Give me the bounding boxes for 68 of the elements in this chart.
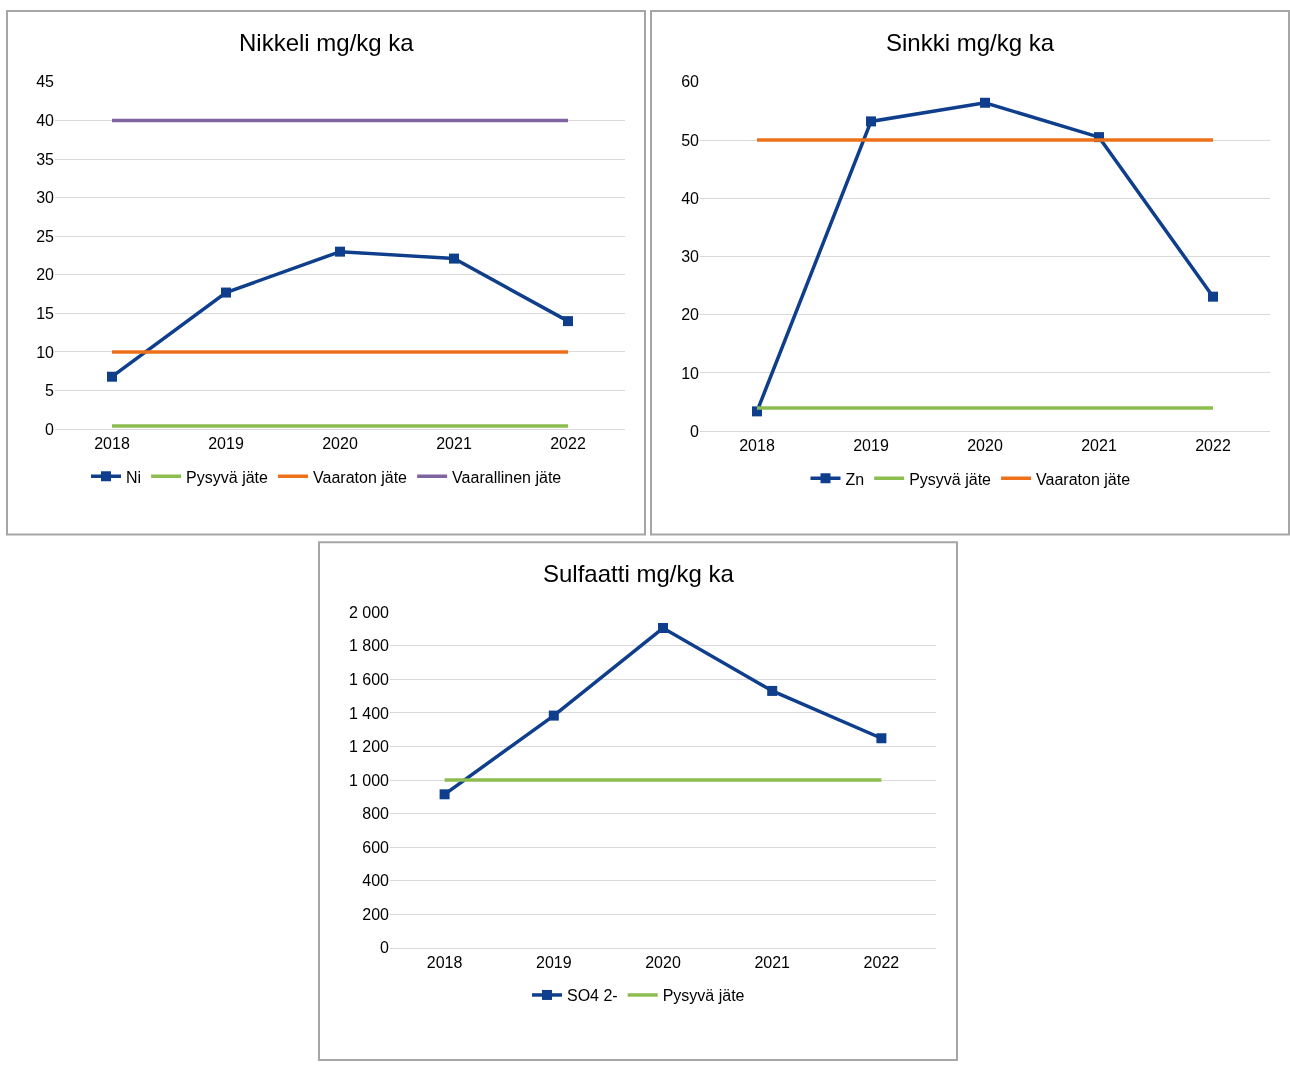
y-tick-label: 1 400 bbox=[348, 704, 390, 722]
y-tick-label: 0 bbox=[690, 422, 700, 440]
legend-label: SO4 2- bbox=[567, 987, 618, 1005]
y-tick-label: 2 000 bbox=[348, 603, 390, 621]
point bbox=[548, 710, 559, 721]
x-tick-label: 2018 bbox=[426, 954, 463, 972]
point bbox=[449, 253, 459, 264]
x-tick-label: 2020 bbox=[322, 435, 358, 453]
point bbox=[221, 287, 231, 298]
legend-label: Vaarallinen jäte bbox=[452, 468, 562, 486]
y-tick-label: 35 bbox=[36, 150, 55, 168]
point bbox=[767, 685, 778, 696]
chart-title: Sulfaatti mg/kg ka bbox=[543, 560, 735, 587]
y-tick-label: 40 bbox=[681, 189, 700, 207]
y-tick-label: 200 bbox=[362, 905, 390, 923]
y-tick-label: 1 600 bbox=[348, 670, 390, 688]
legend-label: Pysyvä jäte bbox=[186, 468, 269, 486]
y-tick-label: 20 bbox=[36, 266, 55, 284]
x-tick-label: 2022 bbox=[550, 435, 586, 453]
x-tick-label: 2020 bbox=[645, 954, 681, 972]
y-tick-label: 400 bbox=[362, 872, 390, 890]
y-tick-label: 50 bbox=[681, 131, 700, 149]
legend-label: Ni bbox=[126, 468, 142, 486]
y-tick-label: 45 bbox=[36, 73, 55, 91]
y-tick-label: 10 bbox=[681, 364, 700, 382]
x-tick-label: 2021 bbox=[436, 435, 472, 453]
legend-label: Vaaraton jäte bbox=[313, 468, 408, 486]
point bbox=[563, 316, 573, 327]
point bbox=[335, 246, 345, 257]
y-tick-label: 20 bbox=[681, 306, 700, 324]
point bbox=[658, 623, 668, 634]
legend-label: Zn bbox=[845, 470, 865, 488]
point bbox=[107, 371, 117, 382]
y-tick-label: 1 800 bbox=[348, 637, 390, 655]
y-tick-label: 25 bbox=[36, 227, 55, 245]
x-tick-label: 2018 bbox=[739, 437, 775, 455]
x-tick-label: 2021 bbox=[754, 954, 791, 972]
x-tick-label: 2022 bbox=[863, 954, 900, 972]
x-tick-label: 2019 bbox=[536, 954, 572, 972]
y-tick-label: 1 200 bbox=[348, 738, 390, 756]
legend-label: Pysyvä jäte bbox=[909, 470, 992, 488]
y-tick-label: 800 bbox=[362, 805, 390, 823]
x-tick-label: 2022 bbox=[1195, 437, 1231, 455]
legend-label: Pysyvä jäte bbox=[662, 987, 745, 1005]
x-tick-label: 2019 bbox=[208, 435, 244, 453]
point bbox=[439, 789, 450, 800]
point bbox=[876, 733, 887, 744]
y-tick-label: 600 bbox=[362, 838, 390, 856]
point bbox=[1208, 291, 1218, 302]
point bbox=[866, 116, 876, 127]
x-tick-label: 2021 bbox=[1081, 437, 1117, 455]
y-tick-label: 0 bbox=[45, 420, 55, 438]
y-tick-label: 15 bbox=[36, 305, 55, 322]
chart-title: Sinkki mg/kg ka bbox=[886, 29, 1055, 56]
y-tick-label: 30 bbox=[681, 248, 700, 266]
y-tick-label: 30 bbox=[36, 189, 55, 207]
legend-label: Vaaraton jäte bbox=[1036, 470, 1131, 488]
y-tick-label: 5 bbox=[45, 382, 55, 400]
y-tick-label: 60 bbox=[681, 73, 700, 91]
y-tick-label: 1 000 bbox=[348, 771, 390, 789]
y-tick-label: 0 bbox=[380, 939, 390, 957]
x-tick-label: 2018 bbox=[94, 435, 130, 453]
x-tick-label: 2020 bbox=[967, 437, 1003, 455]
point bbox=[980, 97, 990, 108]
x-tick-label: 2019 bbox=[853, 437, 889, 455]
chart-title: Nikkeli mg/kg ka bbox=[239, 29, 415, 56]
y-tick-label: 10 bbox=[36, 343, 55, 361]
y-tick-label: 40 bbox=[36, 112, 55, 130]
